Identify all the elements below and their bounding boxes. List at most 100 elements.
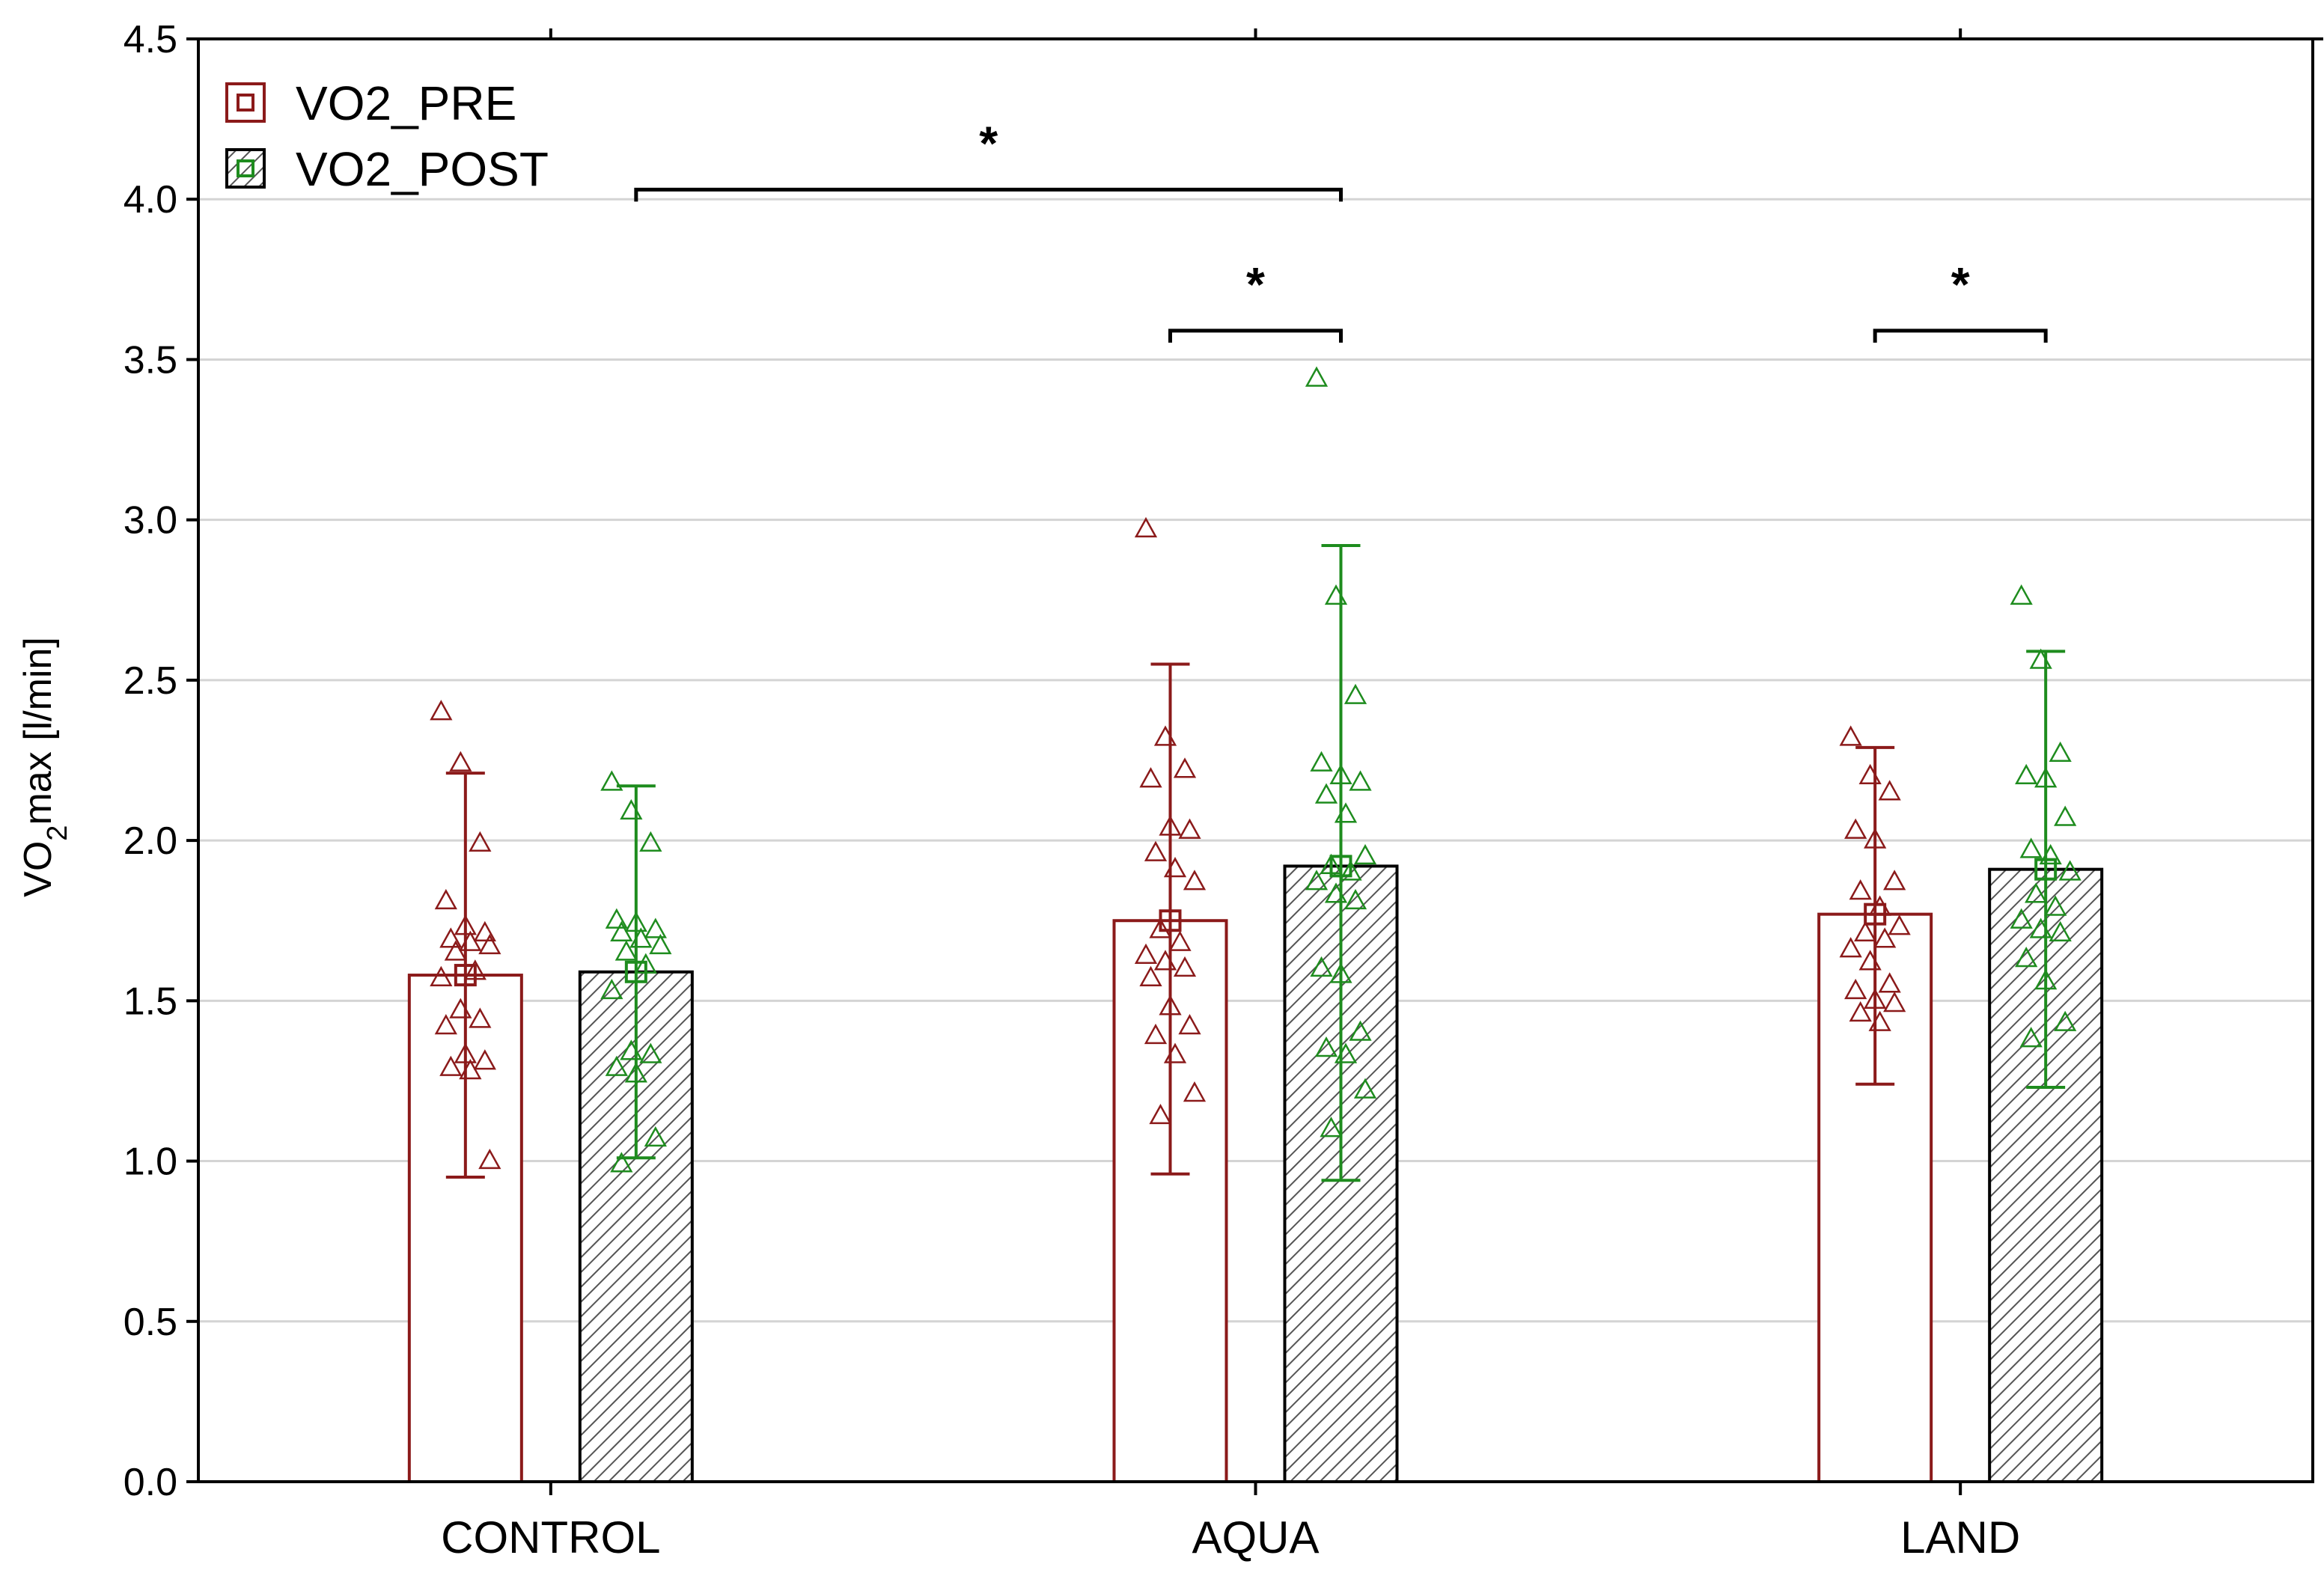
data-point-triangle [1320, 1117, 1343, 1137]
mean-marker [1864, 902, 1887, 926]
data-point-triangle [430, 965, 453, 986]
data-point-triangle [478, 1148, 501, 1170]
data-point-triangle [2029, 917, 2052, 938]
data-point-triangle [1868, 895, 1891, 916]
data-point-triangle [1153, 950, 1177, 971]
data-point-triangle [2019, 1027, 2043, 1048]
data-point-triangle [1844, 978, 1867, 1000]
data-point-triangle [1168, 930, 1192, 951]
data-point-triangle [1353, 843, 1377, 865]
x-tick-label: LAND [1900, 1512, 2020, 1563]
data-point-triangle [2025, 882, 2048, 903]
data-point-triangle [1153, 725, 1177, 746]
data-point-triangle [1349, 1020, 1372, 1041]
significance-bracket [1873, 329, 2048, 343]
data-point-triangle [1149, 917, 1172, 938]
data-point-triangle [600, 978, 623, 1000]
axis-ticks: 0.0 0.5 1.0 1.5 2.0 2.5 3.0 3.5 4.0 4.5 CONTROL AQU… [123, 18, 2323, 1563]
data-point-triangle [605, 1055, 628, 1076]
data-point-triangle [469, 831, 492, 852]
y-tick-label: 2.5 [123, 659, 177, 703]
data-point-triangle [644, 917, 667, 938]
data-point-triangle [473, 1049, 496, 1070]
data-point-triangle [1144, 1023, 1168, 1045]
data-point-triangle [2034, 969, 2058, 990]
legend-swatch-pre [225, 82, 266, 123]
data-point-triangle [1178, 1013, 1201, 1035]
data-point-triangle [644, 1126, 667, 1147]
data-point-triangle [454, 914, 477, 935]
data-point-triangle [614, 940, 638, 961]
bars [407, 864, 2104, 1484]
data-point-triangle [434, 888, 457, 910]
data-point-triangle [624, 911, 647, 932]
y-tick-label: 4.5 [123, 18, 177, 61]
data-point-triangle [1878, 780, 1901, 801]
significance-star: * [1246, 257, 1265, 311]
data-point-triangle [629, 927, 653, 948]
data-point-triangle [473, 920, 496, 941]
legend: VO2_PRE VO2_POST [225, 76, 549, 196]
data-point-triangle [2058, 860, 2081, 881]
mean-marker [624, 960, 647, 983]
data-point-triangle [1878, 972, 1901, 993]
data-point-triangle [605, 908, 628, 929]
legend-marker-post [237, 159, 254, 177]
data-point-triangle [2049, 741, 2072, 763]
data-point-triangle [469, 1007, 492, 1028]
data-point-triangle [430, 700, 453, 721]
data-point-triangle [600, 770, 623, 791]
significance-star: * [979, 116, 998, 170]
data-point-triangle [2015, 763, 2038, 785]
data-point-triangle [620, 798, 643, 820]
data-point-triangle [1883, 870, 1906, 891]
data-point-triangle [454, 1042, 477, 1063]
y-tick-label: 2.0 [123, 819, 177, 863]
data-point-triangle [1183, 1081, 1207, 1102]
legend-marker-pre [237, 94, 254, 112]
data-point-triangle [2010, 908, 2033, 929]
data-point-triangle [1134, 516, 1158, 538]
legend-label-pre: VO2_PRE [296, 76, 516, 130]
y-tick-label: 0.0 [123, 1461, 177, 1504]
data-point-triangle [1868, 1010, 1891, 1031]
data-points [430, 366, 2081, 1173]
y-tick-label: 1.5 [123, 980, 177, 1023]
data-point-triangle [1173, 757, 1197, 778]
data-point-triangle [449, 998, 472, 1018]
data-point-triangle [1353, 1078, 1377, 1099]
data-point-triangle [2034, 767, 2058, 788]
mean-markers [454, 855, 2058, 987]
data-point-triangle [1324, 584, 1348, 605]
data-point-triangle [1324, 882, 1348, 903]
bar-vo2-post-control [578, 970, 694, 1483]
data-point-triangle [2039, 843, 2062, 865]
data-point-triangle [649, 933, 672, 955]
data-point-triangle [1163, 1042, 1187, 1063]
error-bars [445, 543, 2066, 1182]
data-point-triangle [2029, 648, 2052, 669]
mean-marker [1329, 855, 1352, 878]
x-tick-label: AQUA [1192, 1512, 1319, 1563]
y-tick-label: 3.5 [123, 338, 177, 382]
data-point-triangle [624, 1062, 647, 1083]
data-point-triangle [1144, 840, 1168, 861]
data-point-triangle [2010, 584, 2033, 605]
data-point-triangle [610, 920, 633, 941]
significance-bracket [634, 187, 1343, 202]
data-point-triangle [1854, 920, 1877, 941]
data-point-triangle [1839, 937, 1862, 958]
data-point-triangle [1849, 879, 1872, 900]
data-point-triangle [1139, 965, 1162, 986]
data-point-triangle [1864, 988, 1887, 1009]
mean-marker [454, 964, 477, 987]
data-point-triangle [478, 933, 501, 955]
legend-swatch-post [225, 148, 266, 189]
data-point-triangle [1310, 751, 1333, 772]
y-tick-label: 3.0 [123, 499, 177, 543]
data-point-triangle [2015, 947, 2038, 968]
data-point-triangle [1163, 857, 1187, 878]
data-point-triangle [1334, 802, 1358, 823]
data-point-triangle [1888, 914, 1911, 935]
data-point-triangle [1844, 818, 1867, 839]
